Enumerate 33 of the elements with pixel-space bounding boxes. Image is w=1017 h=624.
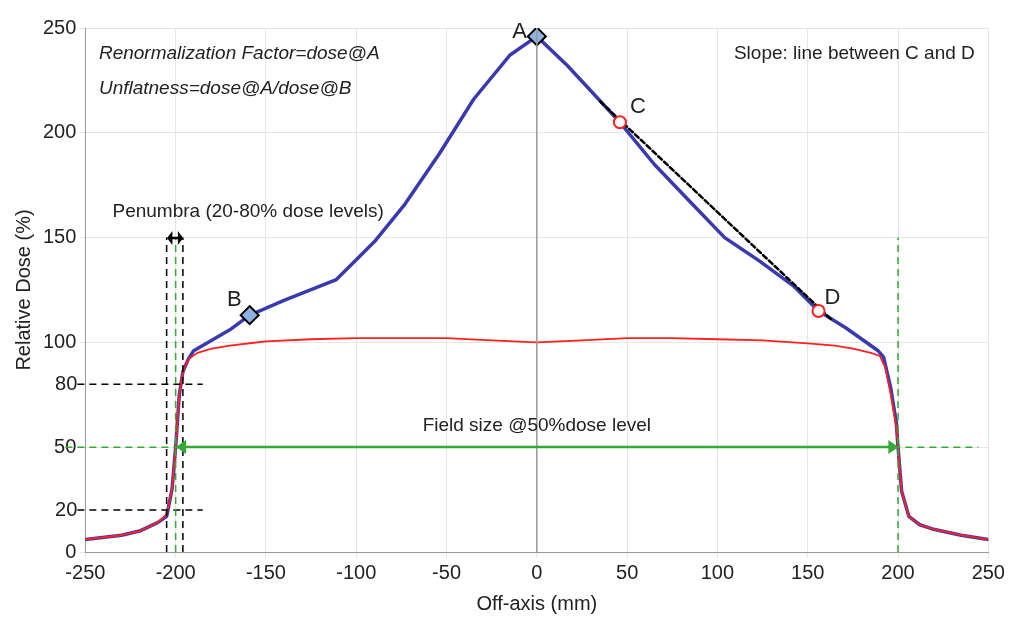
x-tick-label: -100 [336, 560, 377, 583]
y-tick-label: 100 [42, 329, 77, 352]
x-tick-label: -50 [432, 560, 461, 583]
x-tick-label: -250 [65, 560, 106, 583]
y-tick-label: 150 [42, 225, 77, 248]
x-axis-title: Off-axis (mm) [476, 591, 598, 614]
y-tick-label: 250 [42, 15, 77, 38]
x-tick-label: 0 [531, 560, 543, 583]
x-tick-label: 50 [616, 560, 639, 583]
x-tick-label: -150 [245, 560, 286, 583]
x-tick-label: -200 [155, 560, 196, 583]
annotation: D [824, 284, 841, 310]
x-tick-label: 100 [700, 560, 735, 583]
annotation: Penumbra (20-80% dose levels) [112, 199, 384, 221]
x-tick-label: 150 [791, 560, 825, 583]
annotation: Slope: line between C and D [733, 42, 975, 64]
point [612, 115, 627, 130]
point [239, 305, 260, 326]
annotation: A [512, 18, 528, 44]
annotation: Field size @50%dose level [422, 413, 652, 435]
y-tick-label: 50 [54, 434, 77, 457]
ref-line-label: 20 [55, 497, 78, 520]
annotation: Unflatness=dose@A/dose@B [98, 76, 352, 98]
x-tick-label: 250 [971, 560, 1005, 583]
annotation: Renormalization Factor=dose@A [98, 42, 380, 64]
annotation: B [227, 286, 242, 312]
ref-line-label: 80 [55, 371, 78, 394]
annotation: C [629, 93, 646, 119]
point [811, 303, 826, 318]
x-tick-label: 200 [881, 560, 915, 583]
y-axis-title: Relative Dose (%) [11, 209, 34, 371]
y-tick-label: 0 [65, 539, 77, 562]
y-tick-label: 200 [42, 120, 77, 143]
